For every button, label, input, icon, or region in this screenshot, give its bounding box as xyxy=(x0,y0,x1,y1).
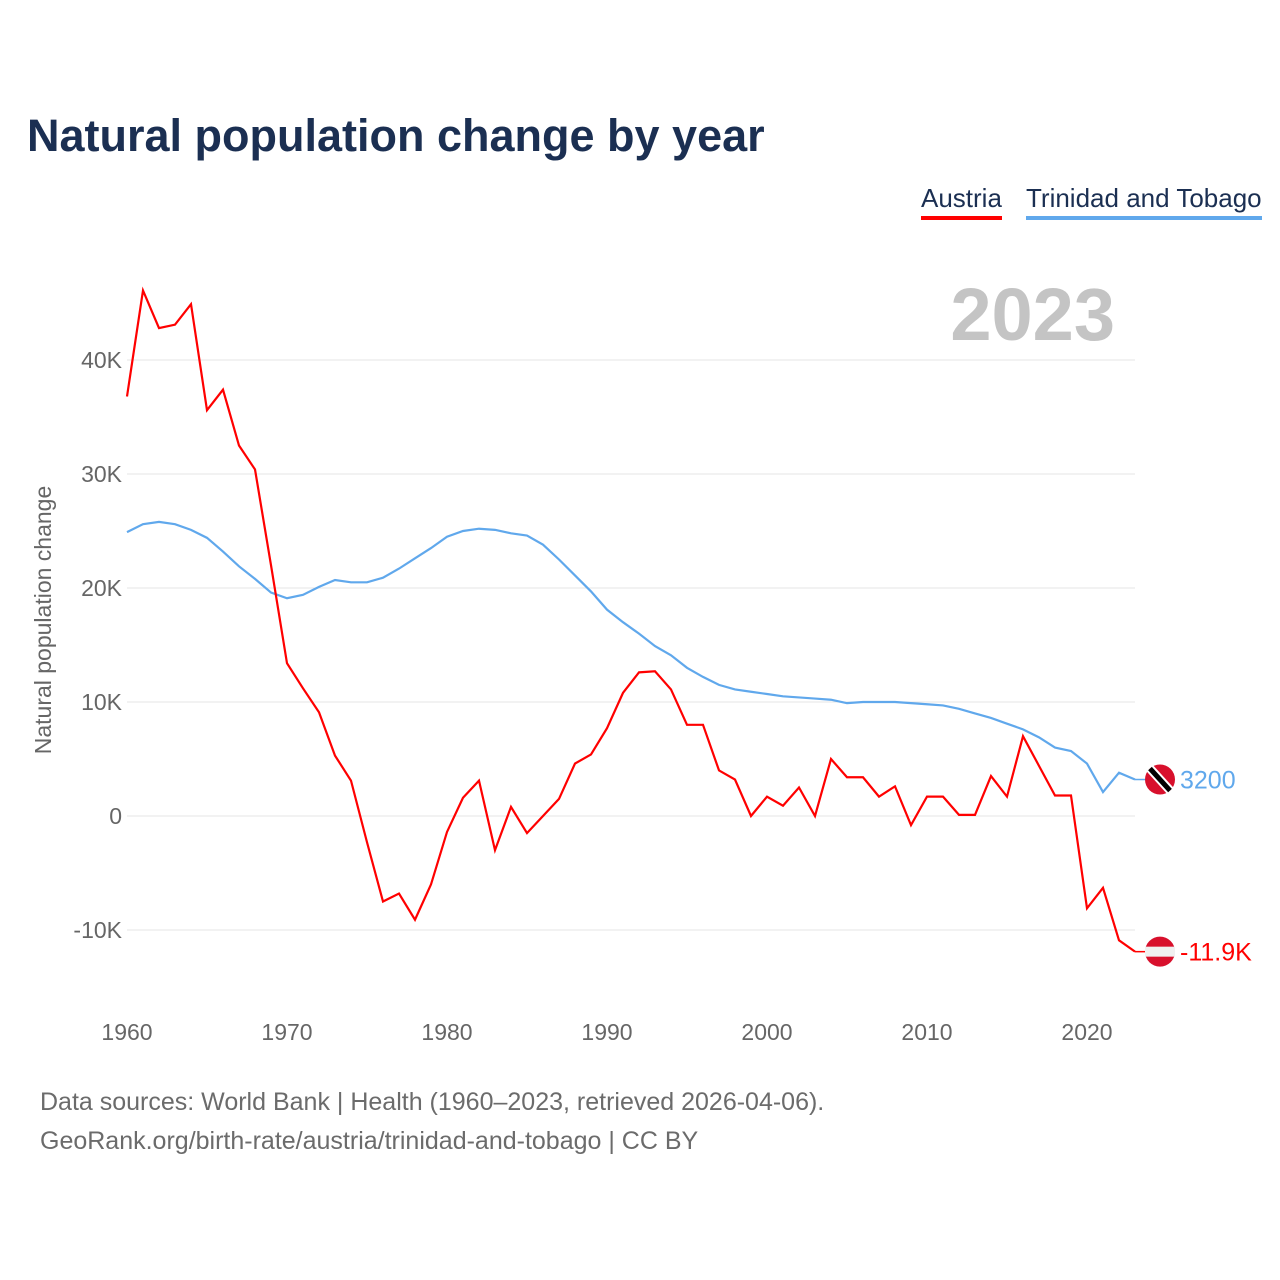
y-tick-label: 40K xyxy=(81,347,123,373)
x-tick-label: 1970 xyxy=(261,1019,312,1045)
end-value-label: 3200 xyxy=(1180,767,1236,795)
x-tick-label: 2000 xyxy=(741,1019,792,1045)
y-tick-label: 0 xyxy=(109,803,122,829)
x-tick-label: 2020 xyxy=(1061,1019,1112,1045)
y-tick-label: 20K xyxy=(81,575,123,601)
trinidad-flag-white xyxy=(1146,765,1174,794)
series-line-trinidad-and-tobago xyxy=(126,520,1136,794)
chart-title: Natural population change by year xyxy=(27,110,765,161)
y-tick-label: 10K xyxy=(81,689,123,715)
x-tick-label: 2010 xyxy=(901,1019,952,1045)
y-axis-label: Natural population change xyxy=(30,486,56,755)
trinidad-flag-icon xyxy=(1145,764,1175,795)
austria-flag-stripe xyxy=(1145,946,1175,957)
x-tick-label: 1980 xyxy=(421,1019,472,1045)
austria-flag-icon xyxy=(1145,936,1175,967)
y-tick-label: -10K xyxy=(73,917,122,943)
footer-link[interactable]: GeoRank.org/birth-rate/austria/trinidad-… xyxy=(40,1127,699,1155)
x-tick-label: 1960 xyxy=(101,1019,152,1045)
legend-trinidad-and-tobago[interactable]: Trinidad and Tobago xyxy=(1026,183,1262,220)
y-tick-label: 30K xyxy=(81,461,123,487)
trinidad-flag-black xyxy=(1148,766,1172,793)
x-tick-label: 1990 xyxy=(581,1019,632,1045)
series-line-austria xyxy=(125,286,1136,953)
year-watermark: 2023 xyxy=(950,273,1115,356)
legend-austria[interactable]: Austria xyxy=(921,183,1002,220)
footer-sources: Data sources: World Bank | Health (1960–… xyxy=(40,1088,825,1116)
end-value-label: -11.9K xyxy=(1180,939,1252,967)
